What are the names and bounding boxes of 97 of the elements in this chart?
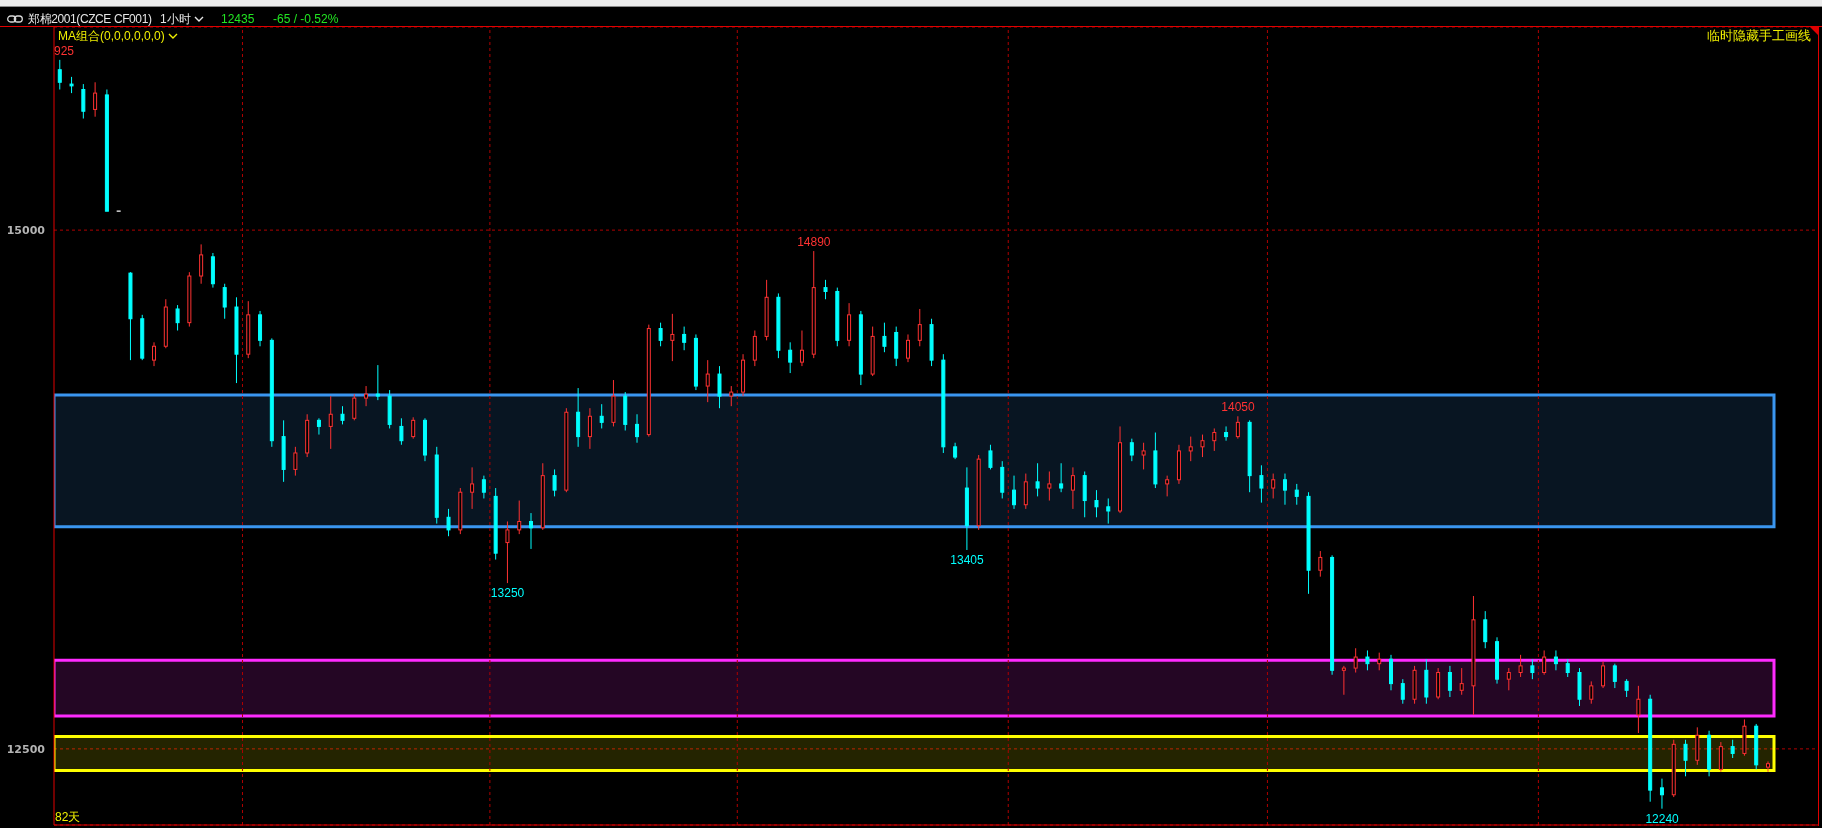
candlestick: [470, 466, 475, 510]
candlestick: [1035, 462, 1040, 497]
annotation: 14890: [797, 235, 831, 250]
candlestick: [1659, 778, 1664, 810]
candlestick: [1765, 760, 1770, 773]
candlestick: [81, 83, 86, 120]
candlestick: [905, 333, 910, 363]
candlestick: [1518, 654, 1523, 678]
candlestick: [658, 322, 663, 347]
candlestick: [1200, 434, 1205, 458]
candlestick: [1070, 466, 1075, 510]
candlestick: [1212, 427, 1217, 452]
candlestick: [446, 508, 451, 537]
candlestick: [635, 413, 640, 444]
candlestick: [364, 385, 369, 407]
y-tick-label: 15000: [6, 224, 46, 238]
annotation: 12240: [1645, 811, 1680, 826]
candlestick: [788, 341, 793, 374]
candlestick: [705, 359, 710, 403]
candlestick: [505, 520, 510, 584]
candlestick: [1141, 442, 1146, 470]
text: 1小时: [160, 12, 191, 26]
candlestick: [587, 407, 592, 450]
candlestick: [199, 243, 204, 285]
annotation: 925: [54, 44, 75, 58]
candlestick: [552, 468, 557, 497]
annotation: 82天: [55, 810, 81, 824]
candlestick: [1612, 663, 1617, 689]
candlestick: [1459, 667, 1464, 696]
candlestick: [57, 59, 62, 90]
candlestick: [175, 304, 180, 332]
text: 12435: [221, 12, 255, 26]
candlestick: [729, 385, 734, 407]
text: -65 / -0.52%: [273, 12, 339, 26]
candlestick: [1165, 475, 1170, 497]
candlestick: [517, 500, 522, 535]
candlestick: [1271, 473, 1276, 499]
candlestick: [1636, 685, 1641, 734]
chart-title: 郑棉2001(CZCE CF001): [28, 12, 152, 26]
candlestick: [1683, 739, 1688, 777]
candlestick: [340, 405, 345, 425]
candlestick: [1483, 610, 1488, 649]
candlestick: [1589, 680, 1594, 705]
candlestick: [93, 81, 98, 118]
candlestick: [1718, 741, 1723, 773]
candlestick: [1318, 550, 1323, 578]
candlestick: [1506, 667, 1511, 691]
candlestick: [1235, 415, 1240, 440]
candlestick: [316, 417, 321, 436]
candlestick: [1094, 489, 1099, 518]
candlestick: [599, 403, 604, 429]
candlestick: [1188, 436, 1193, 462]
annotation: 13405: [950, 552, 985, 567]
y-tick-label: 12500: [6, 742, 46, 756]
candlestick: [1530, 658, 1535, 680]
candlestick: [352, 393, 357, 421]
annotation: MA组合(0,0,0,0,0,0): [58, 29, 165, 43]
annotation: 临时隐藏手工画线: [1707, 28, 1811, 43]
candlestick: [1730, 739, 1735, 759]
candlestick: [1059, 462, 1064, 493]
candlestick: [917, 308, 922, 347]
candlestick: [1129, 438, 1134, 462]
annotation: 13250: [490, 586, 525, 601]
candlestick: [799, 330, 804, 367]
candlestick: [1282, 473, 1287, 506]
candlestick: [1047, 470, 1052, 502]
candlestick: [1353, 647, 1358, 674]
candlestick: [1601, 660, 1606, 689]
candlestick: [152, 341, 157, 367]
candlestick: [328, 395, 333, 450]
candlestick: [1012, 475, 1017, 510]
candlestick: [1365, 649, 1370, 671]
candlestick: [399, 417, 404, 446]
candlestick: [988, 444, 993, 470]
candlestick: [717, 365, 722, 409]
candlestick: [1553, 649, 1558, 671]
annotation: 14050: [1221, 400, 1255, 415]
candlestick: [1400, 678, 1405, 705]
candlestick: [1224, 425, 1229, 442]
candlestick: [1023, 473, 1028, 510]
candlestick: [481, 475, 486, 499]
candlestick: [1106, 497, 1111, 525]
candlestick: [411, 416, 416, 440]
candlestick: [823, 279, 828, 300]
candlestick: [375, 364, 380, 401]
candlestick: [1259, 464, 1264, 504]
candlestick: [752, 330, 757, 367]
candlestick: [293, 446, 298, 477]
candlestick: [1447, 665, 1452, 698]
candlestick: [1542, 649, 1547, 676]
candlestick: [882, 322, 887, 353]
candlestick: [1341, 665, 1346, 696]
candlestick: [222, 283, 227, 320]
candlestick: [682, 326, 687, 351]
candlestick: [670, 313, 675, 362]
candlestick: [529, 512, 533, 550]
candlestick: [1294, 483, 1299, 506]
